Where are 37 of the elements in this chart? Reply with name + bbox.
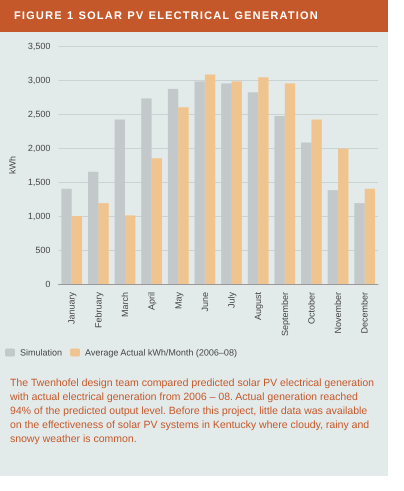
- bar: [232, 81, 242, 284]
- bar: [72, 216, 82, 284]
- x-tick-label: December: [360, 292, 370, 334]
- x-tick-label: May: [173, 292, 184, 310]
- y-tick-label: 1,000: [28, 211, 50, 221]
- x-tick-label: January: [66, 292, 77, 324]
- bar: [125, 215, 136, 284]
- bar: [152, 158, 162, 284]
- y-tick-label: 1,500: [28, 177, 50, 187]
- bar: [338, 148, 348, 284]
- x-tick-label: April: [146, 292, 157, 310]
- y-tick-label: 2,000: [28, 143, 50, 153]
- x-tick-label: November: [333, 292, 344, 334]
- y-tick-label: 2,500: [28, 109, 50, 119]
- x-tick-label: June: [200, 292, 210, 312]
- bar: [258, 77, 269, 284]
- y-tick-label: 3,000: [28, 75, 50, 85]
- y-axis-title: kWh: [8, 156, 18, 174]
- legend-label: Simulation: [20, 348, 62, 358]
- text: The Twenhofel design team compared predicted solar PV electrical generation with actual electrical generation from 2006 – 08. Actual generation reached 94% of the predicted output level. Before this project, little data was available on the effectiveness of solar PV systems in Kentucky where cloudy, rainy and snowy weather is common.: [9, 376, 376, 447]
- bar: [204, 74, 216, 284]
- bar: [311, 119, 322, 284]
- bar: [98, 203, 109, 284]
- x-tick-label: July: [226, 292, 237, 308]
- y-tick-label: 0: [45, 279, 50, 289]
- x-tick-label: August: [253, 292, 264, 320]
- y-tick-label: 3,500: [28, 41, 50, 51]
- y-tick-label: 500: [35, 245, 50, 255]
- x-tick-label: September: [280, 292, 290, 336]
- chart-title: FIGURE 1 SOLAR PV ELECTRICAL GENERATION: [0, 0, 388, 32]
- x-tick-label: February: [93, 292, 104, 328]
- bar: [178, 107, 189, 284]
- bar: [284, 83, 296, 284]
- bar: [364, 188, 376, 284]
- x-tick-label: March: [120, 292, 130, 318]
- legend-label: Average Actual kWh/Month (2006–08): [85, 348, 237, 358]
- x-tick-label: October: [306, 292, 316, 324]
